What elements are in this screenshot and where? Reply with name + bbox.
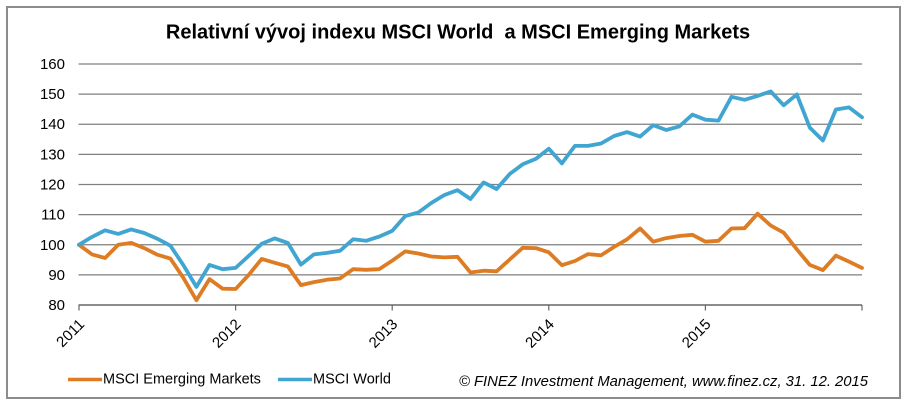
svg-text:100: 100 [40,237,65,254]
svg-text:MSCI Emerging Markets: MSCI Emerging Markets [103,372,261,388]
svg-text:120: 120 [40,177,65,194]
svg-text:110: 110 [41,207,65,224]
svg-text:150: 150 [40,86,65,103]
svg-text:130: 130 [40,146,65,163]
svg-text:© FINEZ Investment Management,: © FINEZ Investment Management, www.finez… [459,374,869,390]
svg-text:90: 90 [48,267,65,284]
svg-text:160: 160 [40,56,65,73]
svg-text:140: 140 [40,116,65,133]
svg-text:MSCI World: MSCI World [313,372,391,388]
svg-text:Relativní vývoj indexu MSCI Wo: Relativní vývoj indexu MSCI World a MSCI… [166,22,750,44]
svg-text:80: 80 [48,297,65,314]
